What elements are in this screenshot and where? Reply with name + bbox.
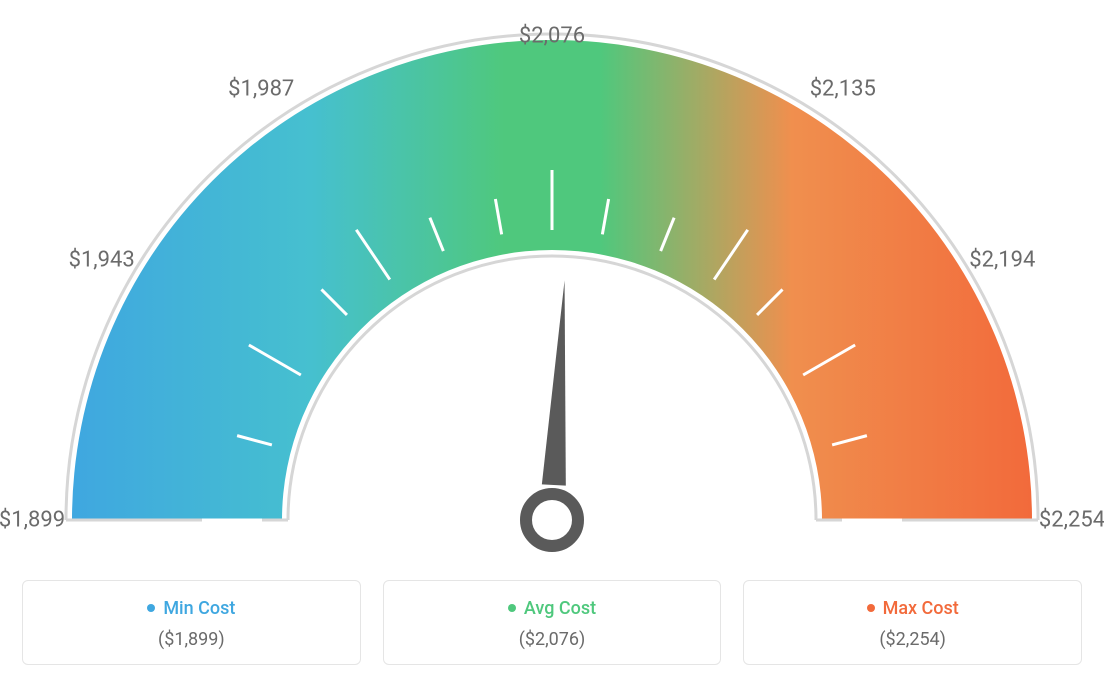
gauge-tick-label: $2,135 (810, 76, 876, 101)
legend-row: Min Cost ($1,899) Avg Cost ($2,076) Max … (22, 580, 1082, 665)
legend-value-avg: ($2,076) (404, 629, 701, 650)
legend-card-avg: Avg Cost ($2,076) (383, 580, 722, 665)
gauge-tick-label: $1,899 (0, 508, 65, 533)
gauge-tick-label: $2,254 (1039, 508, 1104, 533)
gauge-svg (22, 20, 1082, 560)
legend-card-max: Max Cost ($2,254) (743, 580, 1082, 665)
legend-label-avg: Avg Cost (508, 598, 596, 619)
gauge-tick-label: $1,943 (69, 248, 135, 273)
gauge-tick-label: $2,076 (519, 24, 585, 49)
legend-value-max: ($2,254) (764, 629, 1061, 650)
gauge-tick-label: $1,987 (228, 76, 294, 101)
gauge-chart: $1,899$1,943$1,987$2,076$2,135$2,194$2,2… (22, 20, 1082, 560)
gauge-tick-label: $2,194 (969, 248, 1035, 273)
legend-value-min: ($1,899) (43, 629, 340, 650)
legend-label-max: Max Cost (867, 598, 959, 619)
legend-label-min: Min Cost (147, 598, 235, 619)
legend-card-min: Min Cost ($1,899) (22, 580, 361, 665)
